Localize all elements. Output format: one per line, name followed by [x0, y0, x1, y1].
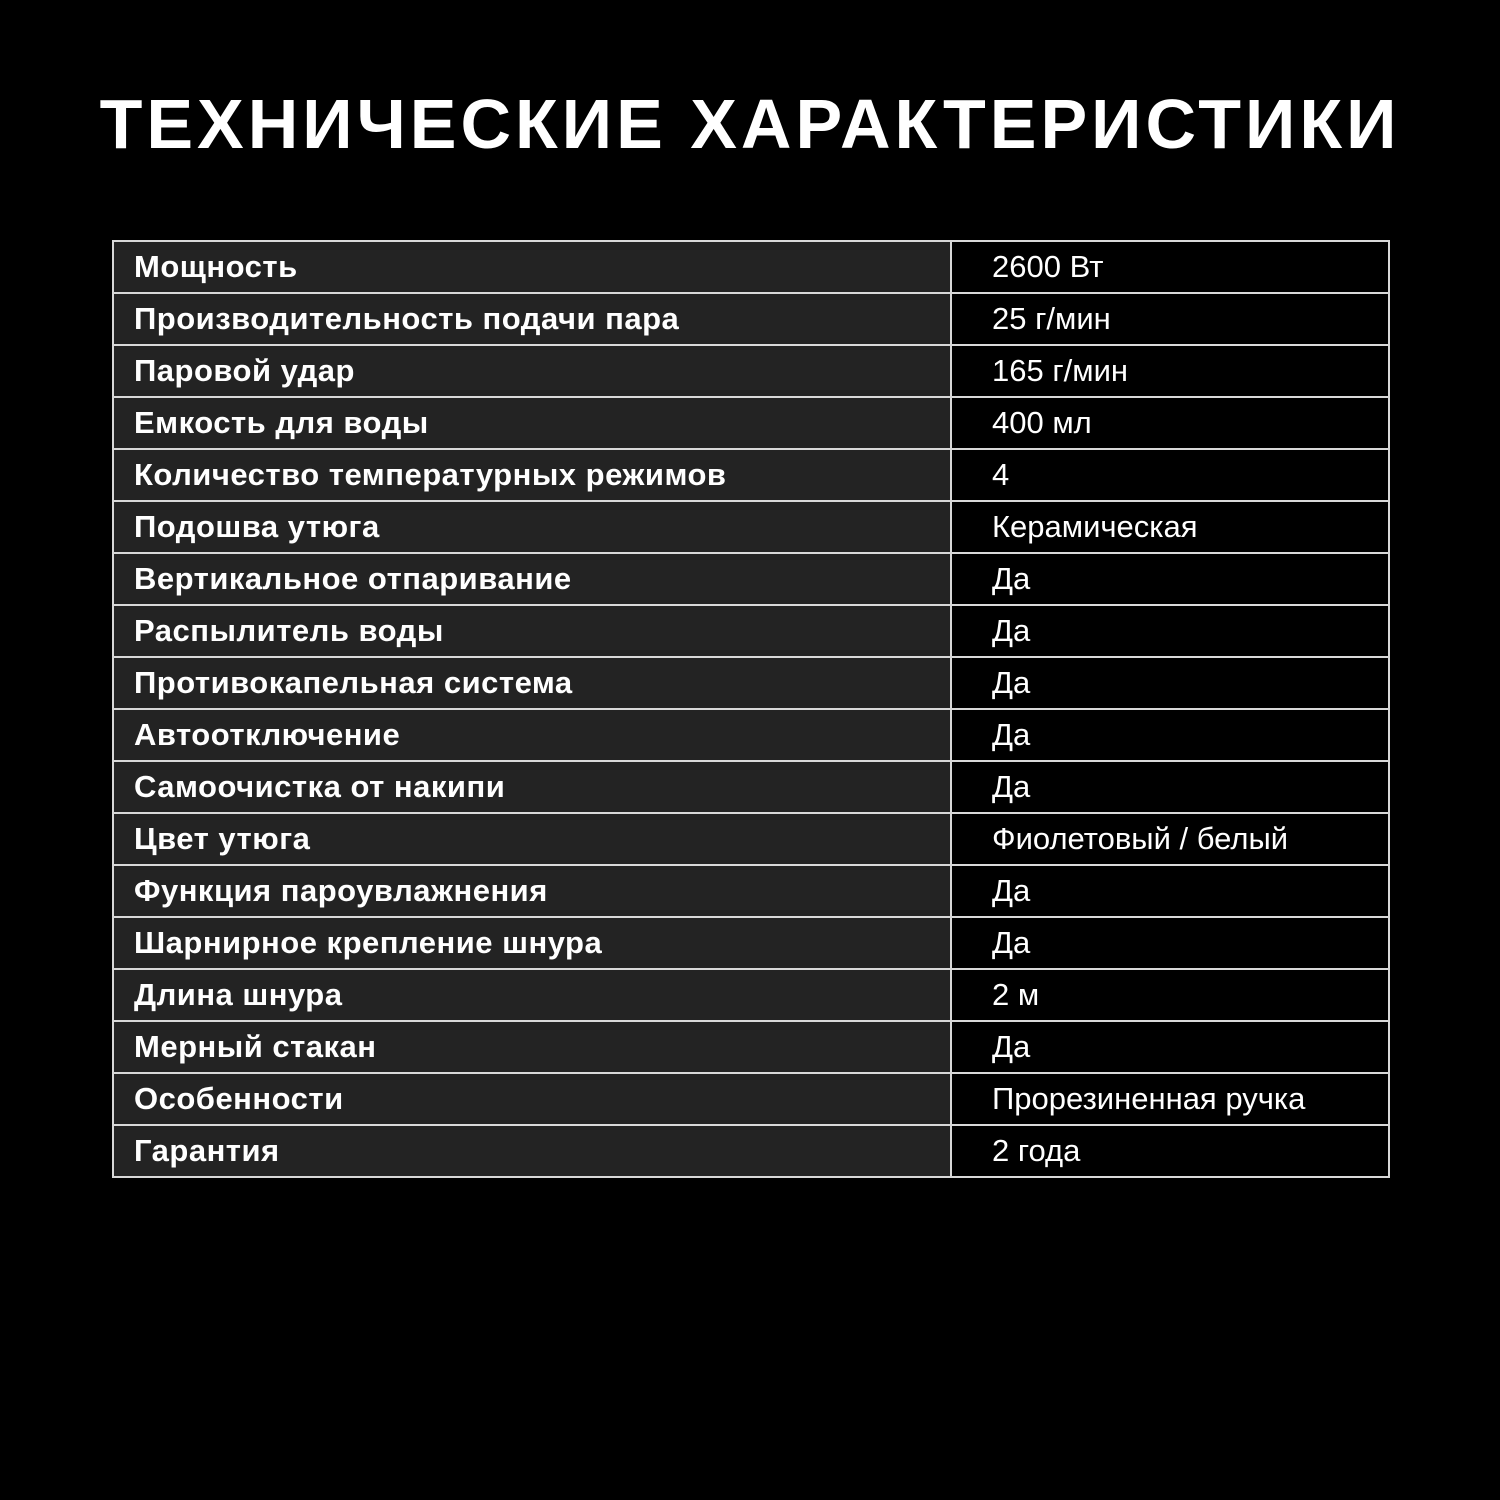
spec-value: 25 г/мин: [950, 292, 1390, 346]
spec-row: Паровой удар 165 г/мин: [112, 344, 1390, 398]
spec-label: Цвет утюга: [112, 812, 952, 866]
spec-value: 2 м: [950, 968, 1390, 1022]
specs-table: Мощность 2600 Вт Производительность подачи…: [112, 240, 1390, 1178]
spec-row: Количество температурных режимов 4: [112, 448, 1390, 502]
page-title: ТЕХНИЧЕСКИЕ ХАРАКТЕРИСТИКИ: [99, 85, 1401, 163]
spec-label: Производительность подачи пара: [112, 292, 952, 346]
spec-label: Мерный стакан: [112, 1020, 952, 1074]
spec-label: Шарнирное крепление шнура: [112, 916, 952, 970]
spec-value: Да: [950, 916, 1390, 970]
spec-row: Самоочистка от накипи Да: [112, 760, 1390, 814]
spec-value: Да: [950, 604, 1390, 658]
spec-row: Вертикальное отпаривание Да: [112, 552, 1390, 606]
spec-value: Да: [950, 708, 1390, 762]
spec-label: Противокапельная система: [112, 656, 952, 710]
spec-value: 165 г/мин: [950, 344, 1390, 398]
spec-row: Функция пароувлажнения Да: [112, 864, 1390, 918]
spec-label: Паровой удар: [112, 344, 952, 398]
spec-label: Вертикальное отпаривание: [112, 552, 952, 606]
spec-row: Шарнирное крепление шнура Да: [112, 916, 1390, 970]
spec-label: Функция пароувлажнения: [112, 864, 952, 918]
spec-row: Распылитель воды Да: [112, 604, 1390, 658]
spec-label: Гарантия: [112, 1124, 952, 1178]
spec-row: Особенности Прорезиненная ручка: [112, 1072, 1390, 1126]
spec-value: Прорезиненная ручка: [950, 1072, 1390, 1126]
spec-value: Да: [950, 864, 1390, 918]
spec-value: Да: [950, 552, 1390, 606]
spec-value: Да: [950, 760, 1390, 814]
spec-label: Особенности: [112, 1072, 952, 1126]
spec-label: Самоочистка от накипи: [112, 760, 952, 814]
spec-row: Емкость для воды 400 мл: [112, 396, 1390, 450]
spec-label: Количество температурных режимов: [112, 448, 952, 502]
spec-value: 400 мл: [950, 396, 1390, 450]
spec-label: Автоотключение: [112, 708, 952, 762]
spec-value: 2600 Вт: [950, 240, 1390, 294]
spec-value: 4: [950, 448, 1390, 502]
spec-value: Фиолетовый / белый: [950, 812, 1390, 866]
spec-label: Длина шнура: [112, 968, 952, 1022]
spec-row: Производительность подачи пара 25 г/мин: [112, 292, 1390, 346]
spec-row: Цвет утюга Фиолетовый / белый: [112, 812, 1390, 866]
spec-value: Да: [950, 1020, 1390, 1074]
spec-row: Длина шнура 2 м: [112, 968, 1390, 1022]
spec-value: Керамическая: [950, 500, 1390, 554]
spec-label: Мощность: [112, 240, 952, 294]
spec-value: 2 года: [950, 1124, 1390, 1178]
spec-row: Противокапельная система Да: [112, 656, 1390, 710]
spec-row: Мерный стакан Да: [112, 1020, 1390, 1074]
spec-label: Емкость для воды: [112, 396, 952, 450]
spec-row: Подошва утюга Керамическая: [112, 500, 1390, 554]
spec-row: Гарантия 2 года: [112, 1124, 1390, 1178]
spec-row: Мощность 2600 Вт: [112, 240, 1390, 294]
spec-label: Распылитель воды: [112, 604, 952, 658]
spec-row: Автоотключение Да: [112, 708, 1390, 762]
spec-label: Подошва утюга: [112, 500, 952, 554]
spec-value: Да: [950, 656, 1390, 710]
